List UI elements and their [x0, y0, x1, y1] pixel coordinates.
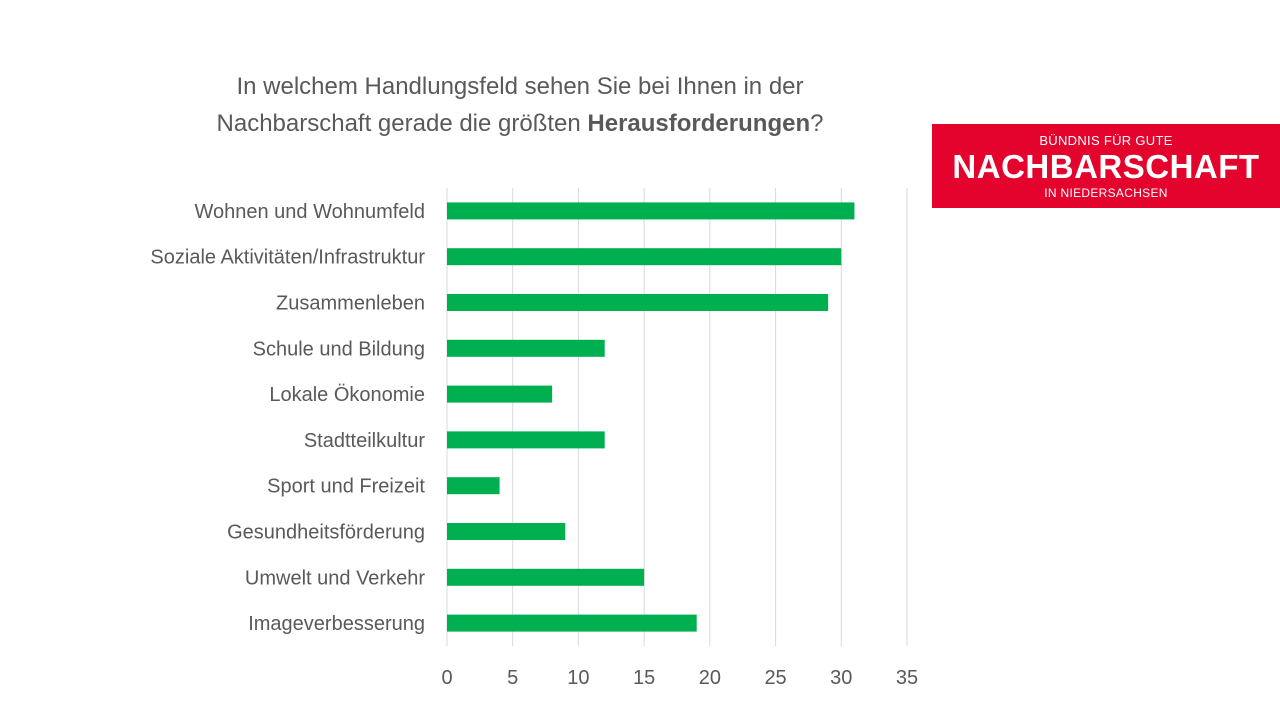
x-tick-label: 20 — [699, 667, 721, 689]
bar — [447, 431, 605, 449]
category-label: Umwelt und Verkehr — [245, 567, 425, 589]
logo-top-text: BÜNDNIS FÜR GUTE — [1039, 133, 1173, 148]
x-tick-label: 30 — [830, 667, 852, 689]
category-label: Zusammenleben — [276, 293, 425, 315]
chart-title-line2-suffix: ? — [810, 110, 824, 137]
x-tick-labels: 0 5 10 15 20 25 30 35 — [441, 667, 918, 689]
category-label: Wohnen und Wohnumfeld — [194, 201, 425, 223]
logo-bottom-text: IN NIEDERSACHSEN — [1044, 186, 1168, 200]
category-label: Lokale Ökonomie — [269, 384, 425, 406]
category-label: Imageverbesserung — [248, 613, 425, 635]
x-tick-label: 10 — [567, 667, 589, 689]
bar — [447, 385, 553, 403]
logo: BÜNDNIS FÜR GUTE NACHBARSCHAFT IN NIEDER… — [932, 124, 1280, 208]
x-tick-label: 0 — [441, 667, 452, 689]
x-tick-label: 35 — [896, 667, 918, 689]
logo-main-text: NACHBARSCHAFT — [952, 148, 1260, 185]
bar — [447, 202, 855, 220]
category-label: Sport und Freizeit — [267, 476, 425, 498]
bar — [447, 339, 605, 357]
chart-title-line1: In welchem Handlungsfeld sehen Sie bei I… — [236, 73, 804, 100]
bar — [447, 614, 697, 632]
bar — [447, 248, 842, 266]
category-label: Schule und Bildung — [253, 338, 425, 360]
category-label: Stadtteilkultur — [304, 430, 426, 452]
bar — [447, 294, 829, 311]
x-tick-label: 25 — [764, 667, 786, 689]
chart-title: In welchem Handlungsfeld sehen Sie bei I… — [150, 68, 890, 142]
chart-title-line2-bold: Herausforderungen — [587, 110, 811, 137]
bar — [447, 523, 566, 540]
category-label: Soziale Aktivitäten/Infrastruktur — [150, 247, 425, 269]
category-label: Gesundheitsförderung — [227, 522, 425, 544]
x-tick-label: 5 — [507, 667, 518, 689]
chart-title-line2-prefix: Nachbarschaft gerade die größten — [216, 110, 588, 137]
bar — [447, 477, 500, 495]
category-labels: Wohnen und Wohnumfeld Soziale Aktivitäten… — [150, 201, 425, 635]
chart-title-line2: Nachbarschaft gerade die größten Herausf… — [150, 105, 890, 142]
x-tick-label: 15 — [633, 667, 655, 689]
bar — [447, 568, 645, 586]
bars — [447, 202, 855, 632]
